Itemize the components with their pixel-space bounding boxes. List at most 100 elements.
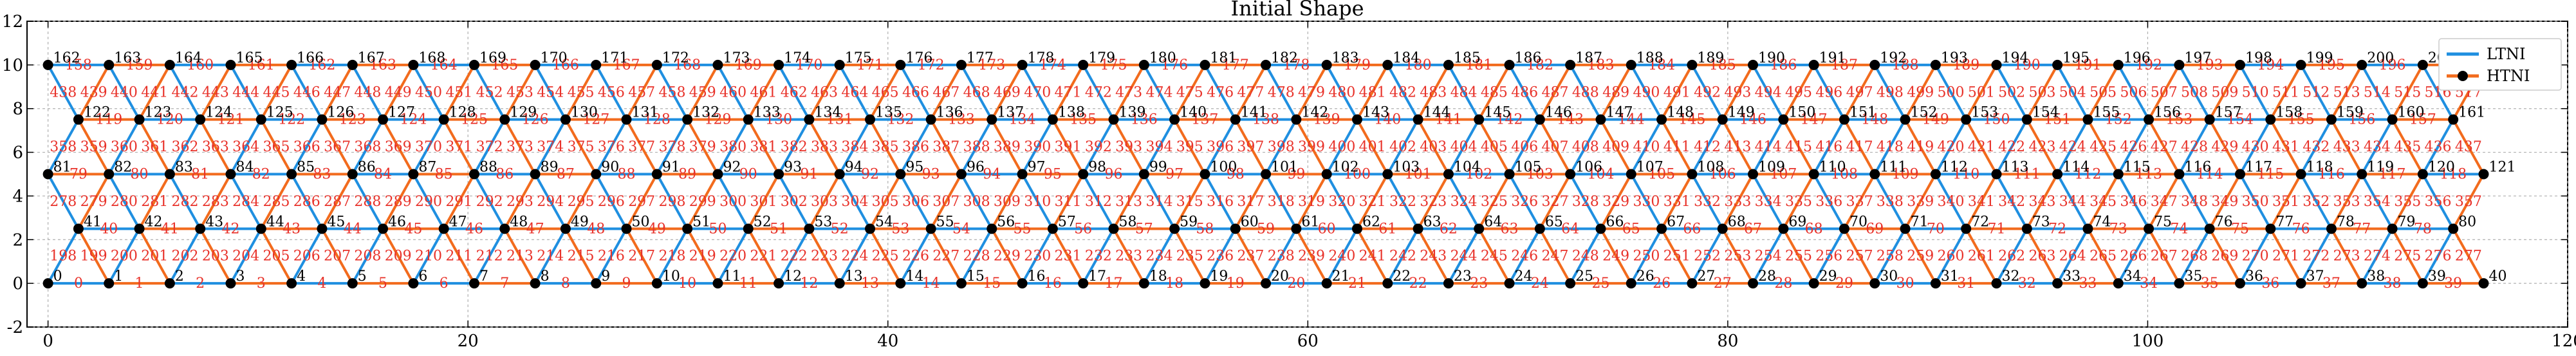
lattice-edge <box>320 118 354 176</box>
lattice-edge <box>107 118 141 176</box>
x-tick-label: 20 <box>458 332 479 351</box>
edge-label: 425 <box>2090 139 2117 155</box>
node-label: 163 <box>114 50 141 66</box>
node-label: 134 <box>814 105 841 121</box>
node-label: 7 <box>479 268 488 285</box>
node-label: 174 <box>784 50 811 66</box>
lattice-edge <box>1629 63 1663 121</box>
node-label: 200 <box>2367 50 2394 66</box>
lattice-node <box>1778 114 1789 125</box>
edge-label: 472 <box>1085 84 1112 100</box>
node-label: 12 <box>784 268 802 285</box>
edge-label: 132 <box>887 112 914 128</box>
node-label: 0 <box>53 268 62 285</box>
lattice-edge <box>1051 227 1085 285</box>
y-tick-label: -2 <box>7 318 23 337</box>
node-label: 187 <box>1575 50 1602 66</box>
edge-label: 192 <box>2135 57 2162 73</box>
node-label: 49 <box>571 214 589 230</box>
lattice-node <box>286 169 297 180</box>
lattice-node <box>1078 169 1089 180</box>
edge-label: 504 <box>2059 84 2086 100</box>
node-label: 152 <box>1911 105 1938 121</box>
edge-label: 151 <box>2044 112 2071 128</box>
lattice-node <box>2326 114 2337 125</box>
node-label: 153 <box>1971 105 1998 121</box>
edge-label: 401 <box>1359 139 1386 155</box>
edge-label: 395 <box>1176 139 1203 155</box>
edge-label: 275 <box>2394 248 2421 265</box>
edge-label: 499 <box>1907 84 1934 100</box>
edge-label: 512 <box>2303 84 2330 100</box>
edge-label: 253 <box>1724 248 1751 265</box>
node-label: 36 <box>2245 268 2263 285</box>
lattice-node <box>2357 169 2368 180</box>
lattice-edge <box>2360 63 2394 121</box>
x-tick-label: 60 <box>1297 332 1319 351</box>
edge-label: 335 <box>1785 194 1812 210</box>
edge-label: 359 <box>80 139 107 155</box>
edge-label: 500 <box>1938 84 1965 100</box>
lattice-edge <box>1934 173 1968 230</box>
lattice-edge <box>2056 118 2090 176</box>
edge-label: 491 <box>1663 84 1691 100</box>
edge-label: 32 <box>2018 276 2036 292</box>
lattice-edge <box>2147 63 2181 121</box>
lattice-node <box>2417 278 2428 289</box>
node-label: 157 <box>2215 105 2242 121</box>
lattice-node <box>2478 278 2489 289</box>
node-label: 54 <box>875 214 893 230</box>
node-label: 101 <box>1271 160 1298 176</box>
lattice-node <box>834 278 845 289</box>
edge-label: 393 <box>1115 139 1142 155</box>
edge-label: 353 <box>2333 194 2360 210</box>
edge-label: 492 <box>1694 84 1721 100</box>
lattice-node <box>2021 114 2032 125</box>
lattice-edge <box>1842 118 1876 176</box>
lattice-node <box>1200 169 1210 180</box>
lattice-node <box>195 114 206 125</box>
edge-label: 430 <box>2242 139 2269 155</box>
edge-label: 495 <box>1785 84 1812 100</box>
edge-label: 418 <box>1876 139 1904 155</box>
edge-label: 164 <box>431 57 458 73</box>
edge-label: 119 <box>95 112 122 128</box>
lattice-edge <box>716 63 750 121</box>
lattice-node <box>438 114 449 125</box>
node-label: 194 <box>2002 50 2029 66</box>
y-tick-label: 2 <box>12 230 23 250</box>
edge-label: 147 <box>1801 112 1828 128</box>
lattice-node <box>834 169 845 180</box>
node-label: 149 <box>1728 105 1755 121</box>
lattice-edge <box>2452 118 2485 176</box>
edge-label: 354 <box>2364 194 2391 210</box>
edge-label: 440 <box>111 84 138 100</box>
node-label: 191 <box>1819 50 1846 66</box>
lattice-node <box>1504 169 1515 180</box>
lattice-node <box>743 114 754 125</box>
lattice-edge <box>2086 118 2120 176</box>
node-label: 95 <box>905 160 923 176</box>
edge-label: 321 <box>1359 194 1386 210</box>
node-label: 41 <box>84 214 102 230</box>
lattice-node <box>895 278 906 289</box>
lattice-node <box>468 278 479 289</box>
edge-label: 97 <box>1165 167 1183 183</box>
edge-label: 414 <box>1755 139 1782 155</box>
edge-label: 391 <box>1055 139 1082 155</box>
lattice-edge <box>990 173 1024 230</box>
node-label: 23 <box>1454 268 1472 285</box>
node-label: 150 <box>1788 105 1815 121</box>
lattice-node <box>1687 278 1698 289</box>
lattice-edge <box>77 173 111 230</box>
edge-label: 96 <box>1105 167 1123 183</box>
lattice-edge <box>1082 227 1115 285</box>
lattice-node <box>560 223 571 234</box>
edge-label: 341 <box>1968 194 1995 210</box>
edge-label: 55 <box>1014 221 1032 237</box>
lattice-edge <box>2391 63 2424 121</box>
lattice-node <box>834 59 845 70</box>
lattice-edge <box>290 173 324 230</box>
edge-label: 10 <box>678 276 696 292</box>
